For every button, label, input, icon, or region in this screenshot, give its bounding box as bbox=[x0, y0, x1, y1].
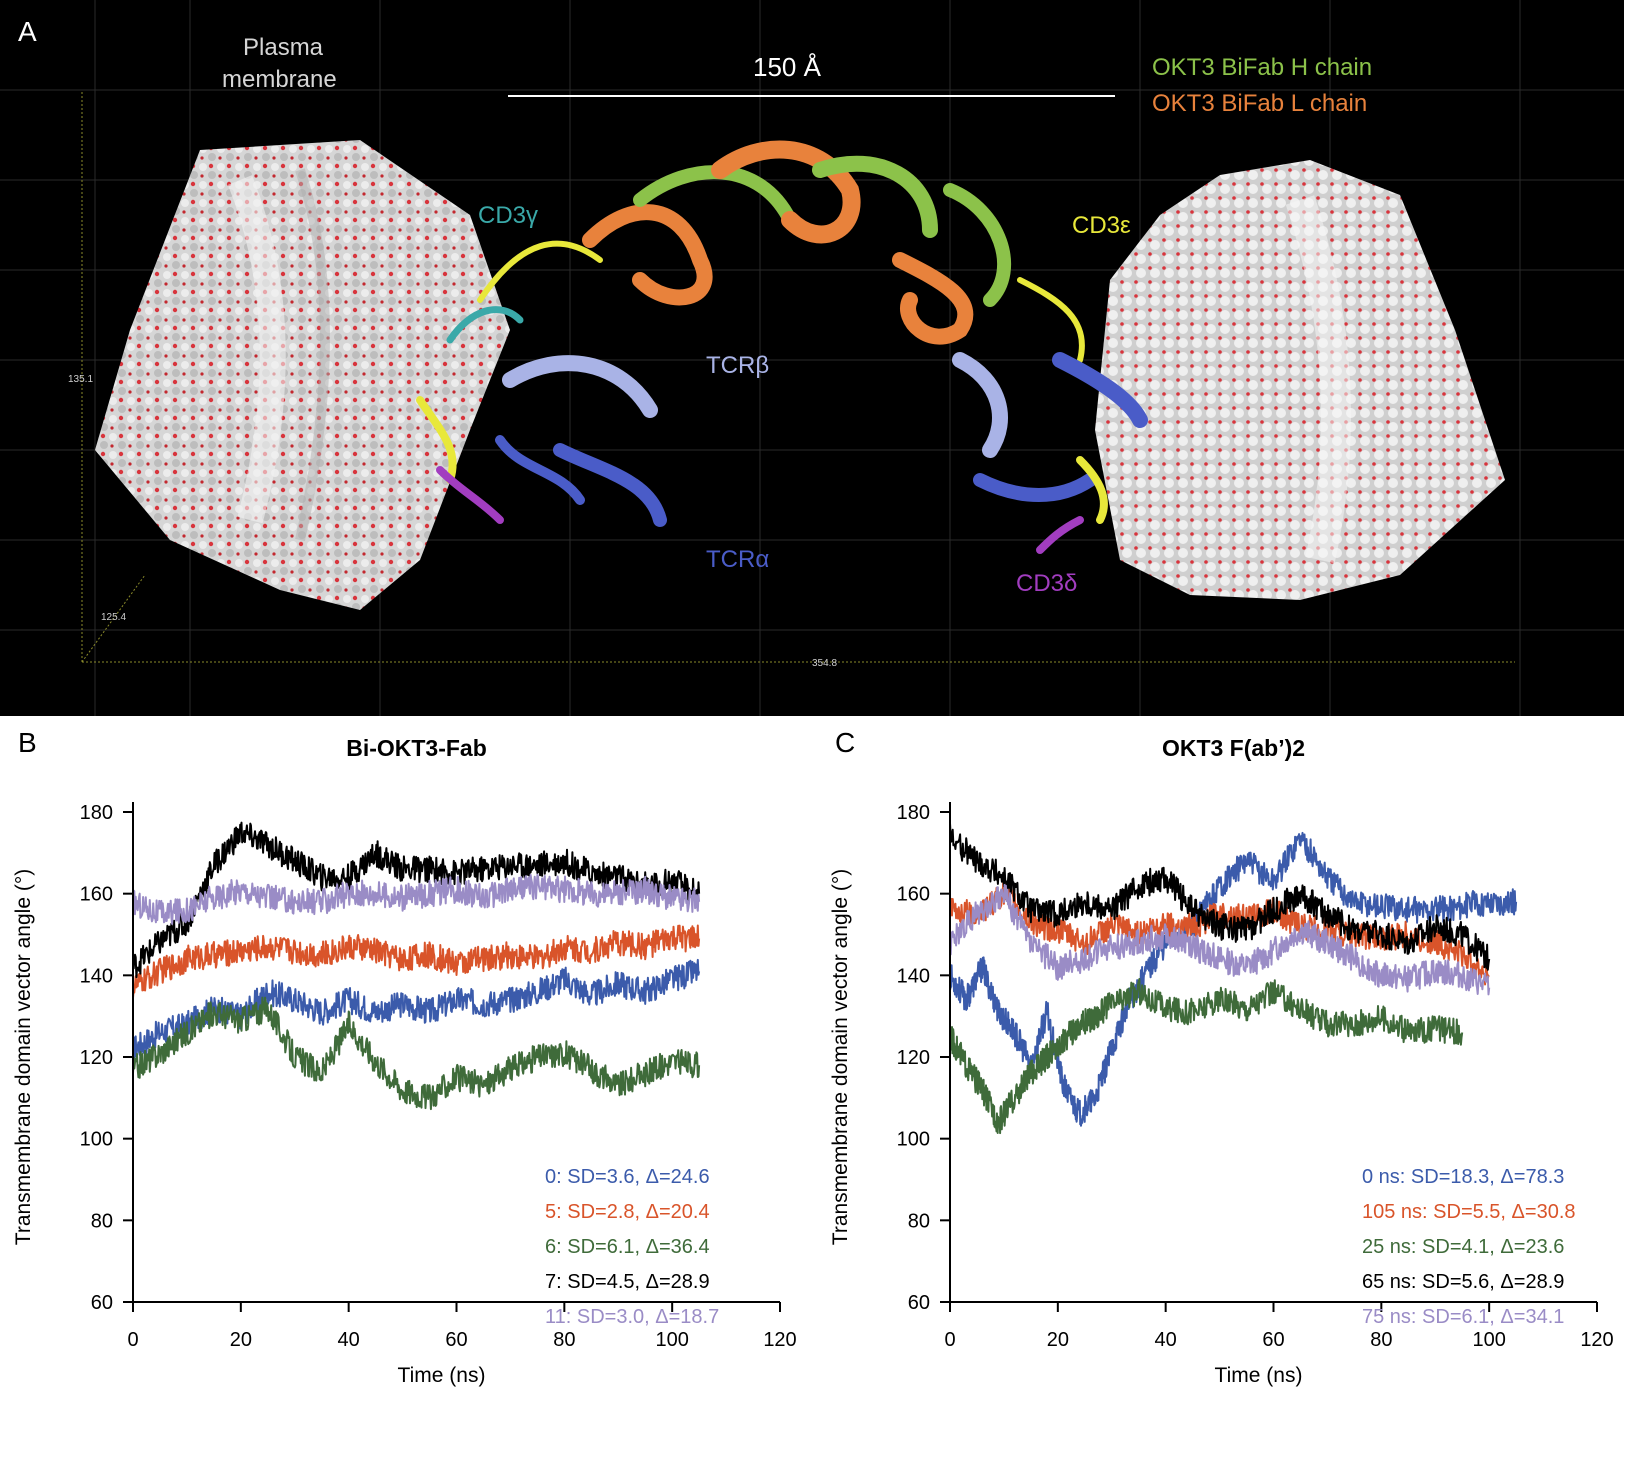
x-axis-label: Time (ns) bbox=[1215, 1364, 1303, 1387]
x-tick-label-0: 0 bbox=[127, 1329, 138, 1351]
legend-entry-3: 7: SD=4.5, Δ=28.9 bbox=[545, 1271, 710, 1293]
y-tick-label-6: 180 bbox=[897, 802, 930, 824]
legend-entry-4: 75 ns: SD=6.1, Δ=34.1 bbox=[1362, 1306, 1564, 1328]
legend-entry-2: 6: SD=6.1, Δ=36.4 bbox=[545, 1236, 710, 1258]
axis-readout-z: 125.4 bbox=[101, 612, 127, 623]
protein-ribbons bbox=[416, 140, 1148, 554]
legend-entry-2: 25 ns: SD=4.1, Δ=23.6 bbox=[1362, 1236, 1564, 1258]
chart-c: C OKT3 F(ab’)2 60 80 100 120 140 160 180 0 20 40 60 8… bbox=[829, 727, 1614, 1387]
x-tick-label-5: 100 bbox=[655, 1329, 688, 1351]
legend-entry-0: 0 ns: SD=18.3, Δ=78.3 bbox=[1362, 1166, 1564, 1188]
legend-entry-4: 11: SD=3.0, Δ=18.7 bbox=[545, 1306, 719, 1328]
x-tick-label-4: 80 bbox=[553, 1329, 575, 1351]
h-chain-label: OKT3 BiFab H chain bbox=[1152, 54, 1373, 81]
chart-b: B Bi-OKT3-Fab 60 80 100 120 140 160 180 0 20 40 60 80… bbox=[12, 727, 797, 1387]
tcrb-label: TCRβ bbox=[706, 352, 770, 379]
axis-readout-x: 354.8 bbox=[812, 658, 838, 669]
x-tick-label-2: 40 bbox=[1155, 1329, 1177, 1351]
legend-entry-3: 65 ns: SD=5.6, Δ=28.9 bbox=[1362, 1271, 1564, 1293]
y-tick-label-5: 160 bbox=[80, 884, 113, 906]
chart-title: Bi-OKT3-Fab bbox=[346, 735, 487, 761]
cd3g-label: CD3γ bbox=[478, 202, 539, 229]
cd3e-label: CD3ε bbox=[1072, 212, 1131, 239]
y-axis-label: Transmembrane domain vector angle (°) bbox=[12, 869, 35, 1245]
panel-letter: B bbox=[18, 727, 37, 758]
panel-c: C OKT3 F(ab’)2 60 80 100 120 140 160 180 0 20 40 60 8… bbox=[817, 716, 1634, 1460]
x-tick-label-0: 0 bbox=[944, 1329, 955, 1351]
scale-bar-label: 150 Å bbox=[753, 52, 821, 82]
l-chain-label: OKT3 BiFab L chain bbox=[1152, 90, 1368, 117]
x-tick-label-2: 40 bbox=[338, 1329, 360, 1351]
plasma-membrane-label-2: membrane bbox=[222, 66, 337, 93]
legend-entry-0: 0: SD=3.6, Δ=24.6 bbox=[545, 1166, 710, 1188]
x-tick-label-6: 120 bbox=[1580, 1329, 1613, 1351]
x-tick-label-3: 60 bbox=[445, 1329, 467, 1351]
series-line-2 bbox=[132, 996, 701, 1111]
right-membrane bbox=[1095, 160, 1505, 600]
y-tick-label-0: 60 bbox=[908, 1292, 930, 1314]
axis-box bbox=[81, 92, 1515, 663]
y-tick-label-1: 80 bbox=[908, 1210, 930, 1232]
series-line-1 bbox=[132, 924, 701, 998]
legend-entry-1: 5: SD=2.8, Δ=20.4 bbox=[545, 1201, 710, 1223]
series-line-0 bbox=[132, 958, 701, 1061]
y-tick-label-4: 140 bbox=[897, 965, 930, 987]
series-line-3 bbox=[132, 821, 701, 979]
x-tick-label-6: 120 bbox=[763, 1329, 796, 1351]
cd3d-label: CD3δ bbox=[1016, 570, 1078, 597]
chart-title: OKT3 F(ab’)2 bbox=[1162, 735, 1305, 761]
x-tick-label-3: 60 bbox=[1262, 1329, 1284, 1351]
panel-a-render bbox=[0, 0, 1624, 716]
panel-a: A Plasma membrane 150 Å OKT3 BiFab H cha… bbox=[0, 0, 1624, 716]
y-tick-label-1: 80 bbox=[91, 1210, 113, 1232]
y-tick-label-3: 120 bbox=[80, 1047, 113, 1069]
x-tick-label-1: 20 bbox=[1047, 1329, 1069, 1351]
panel-letter: C bbox=[835, 727, 855, 758]
series-line-4 bbox=[949, 883, 1491, 996]
tcra-label: TCRα bbox=[706, 546, 770, 573]
x-tick-label-4: 80 bbox=[1370, 1329, 1392, 1351]
y-tick-label-5: 160 bbox=[897, 884, 930, 906]
x-axis-label: Time (ns) bbox=[398, 1364, 486, 1387]
panel-a-letter: A bbox=[18, 16, 37, 47]
y-tick-label-0: 60 bbox=[91, 1292, 113, 1314]
series-line-3 bbox=[949, 823, 1491, 971]
panel-b: B Bi-OKT3-Fab 60 80 100 120 140 160 180 0 20 40 60 80… bbox=[0, 716, 817, 1460]
axis-readout-y: 135.1 bbox=[68, 374, 94, 385]
y-tick-label-6: 180 bbox=[80, 802, 113, 824]
y-axis-label: Transmembrane domain vector angle (°) bbox=[829, 869, 852, 1245]
x-tick-label-1: 20 bbox=[230, 1329, 252, 1351]
x-tick-label-5: 100 bbox=[1472, 1329, 1505, 1351]
plasma-membrane-label-1: Plasma bbox=[243, 34, 324, 61]
y-tick-label-2: 100 bbox=[897, 1129, 930, 1151]
y-tick-label-4: 140 bbox=[80, 965, 113, 987]
y-tick-label-2: 100 bbox=[80, 1129, 113, 1151]
left-membrane bbox=[95, 140, 510, 610]
series-line-4 bbox=[132, 873, 701, 925]
y-tick-label-3: 120 bbox=[897, 1047, 930, 1069]
series-line-2 bbox=[949, 978, 1464, 1135]
legend-entry-1: 105 ns: SD=5.5, Δ=30.8 bbox=[1362, 1201, 1576, 1223]
